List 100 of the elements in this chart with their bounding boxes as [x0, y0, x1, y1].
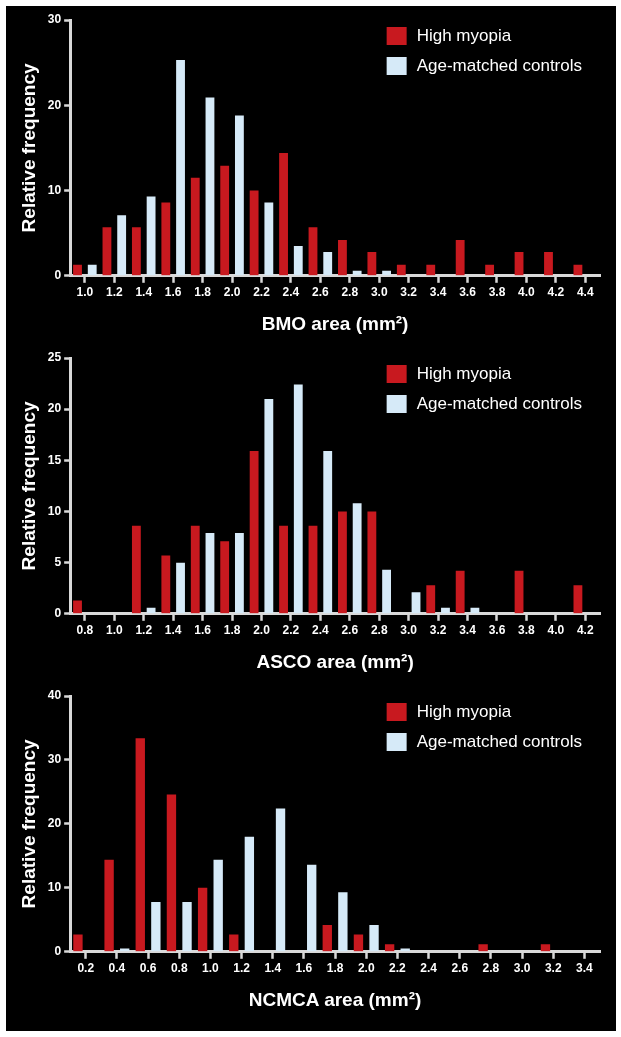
- bar: [426, 585, 436, 614]
- y-tick-label: 0: [54, 268, 62, 283]
- bar: [426, 264, 436, 276]
- bar: [176, 60, 185, 276]
- x-tick-label: 2.6: [451, 961, 469, 976]
- bar: [176, 562, 185, 614]
- x-tick-label: 3.0: [513, 961, 531, 976]
- bar: [352, 503, 362, 614]
- x-tick-label: 1.0: [105, 623, 123, 638]
- bar: [514, 570, 524, 614]
- bar: [455, 239, 465, 276]
- x-tick-label: 2.8: [370, 623, 388, 638]
- bar: [73, 264, 82, 276]
- x-tick-label: 3.2: [429, 623, 447, 638]
- y-axis-title: Relative frequency: [17, 400, 39, 571]
- bar: [279, 525, 288, 614]
- legend-label: Age-matched controls: [416, 731, 583, 751]
- x-tick-label: 0.6: [139, 961, 157, 976]
- x-axis-title: NCMCA area (mm²): [248, 988, 422, 1010]
- legend-label: Age-matched controls: [416, 393, 583, 413]
- x-tick-label: 1.4: [135, 285, 153, 300]
- x-tick-label: 2.2: [389, 961, 407, 976]
- bar: [441, 607, 450, 614]
- bar: [353, 934, 364, 952]
- x-tick-label: 2.0: [223, 285, 241, 300]
- bar: [146, 196, 156, 276]
- bar: [73, 600, 82, 614]
- x-tick-label: 1.0: [202, 961, 220, 976]
- legend-label: Age-matched controls: [416, 55, 583, 75]
- x-tick-label: 2.4: [312, 623, 330, 638]
- bar: [411, 592, 421, 614]
- y-tick-label: 40: [47, 688, 62, 703]
- y-tick-label: 10: [47, 880, 62, 895]
- x-tick-label: 1.4: [264, 961, 282, 976]
- x-tick-label: 3.6: [488, 623, 506, 638]
- bar: [151, 901, 161, 952]
- x-tick-label: 1.8: [326, 961, 344, 976]
- bar: [249, 451, 259, 614]
- x-tick-label: 1.8: [223, 623, 241, 638]
- x-tick-label: 1.6: [194, 623, 212, 638]
- x-axis-title: BMO area (mm²): [261, 312, 409, 334]
- bar: [293, 245, 303, 276]
- x-tick-label: 3.8: [518, 623, 536, 638]
- bar: [102, 227, 112, 276]
- legend-label: High myopia: [416, 363, 512, 383]
- bar: [369, 924, 379, 952]
- bar: [161, 202, 171, 276]
- x-tick-label: 1.6: [164, 285, 182, 300]
- bar: [307, 864, 317, 952]
- bar: [264, 398, 274, 614]
- x-tick-label: 2.6: [341, 623, 359, 638]
- bar: [205, 97, 215, 276]
- bar: [338, 511, 347, 614]
- y-tick-label: 25: [47, 350, 62, 365]
- bar: [540, 944, 551, 952]
- bar: [308, 227, 318, 276]
- bar: [197, 887, 208, 952]
- bar: [338, 892, 348, 952]
- x-tick-label: 4.2: [576, 623, 594, 638]
- bar: [244, 836, 255, 952]
- bar: [131, 525, 141, 614]
- bar: [322, 924, 332, 952]
- y-tick-label: 30: [47, 12, 62, 27]
- x-tick-label: 2.8: [341, 285, 359, 300]
- bar: [117, 215, 127, 276]
- x-tick-label: 1.8: [194, 285, 212, 300]
- x-tick-label: 1.2: [233, 961, 251, 976]
- bar: [166, 794, 177, 952]
- bar: [190, 177, 200, 276]
- y-tick-label: 0: [54, 606, 62, 621]
- bar: [234, 532, 244, 614]
- y-axis-title: Relative frequency: [17, 738, 39, 909]
- x-tick-label: 4.2: [547, 285, 565, 300]
- x-tick-label: 2.0: [253, 623, 271, 638]
- y-tick-label: 20: [47, 401, 62, 416]
- bar: [264, 202, 274, 276]
- x-tick-label: 4.4: [576, 285, 594, 300]
- x-tick-label: 3.0: [400, 623, 418, 638]
- x-tick-label: 1.2: [135, 623, 153, 638]
- x-tick-label: 3.2: [544, 961, 562, 976]
- x-tick-label: 0.8: [170, 961, 188, 976]
- bar: [544, 251, 553, 276]
- y-tick-label: 0: [54, 944, 62, 959]
- y-tick-label: 20: [47, 816, 62, 831]
- bar: [323, 251, 333, 276]
- x-tick-label: 3.6: [459, 285, 477, 300]
- bar: [249, 190, 259, 276]
- bar: [220, 541, 230, 614]
- x-tick-label: 1.4: [164, 623, 182, 638]
- x-tick-label: 3.8: [488, 285, 506, 300]
- x-tick-label: 3.0: [370, 285, 388, 300]
- x-tick-label: 0.8: [76, 623, 94, 638]
- x-tick-label: 0.2: [77, 961, 95, 976]
- bar: [338, 239, 347, 276]
- y-tick-label: 15: [47, 452, 62, 467]
- x-tick-label: 4.0: [547, 623, 565, 638]
- bar: [182, 901, 192, 952]
- bar: [213, 859, 223, 952]
- bar: [135, 738, 145, 952]
- x-tick-label: 4.0: [518, 285, 536, 300]
